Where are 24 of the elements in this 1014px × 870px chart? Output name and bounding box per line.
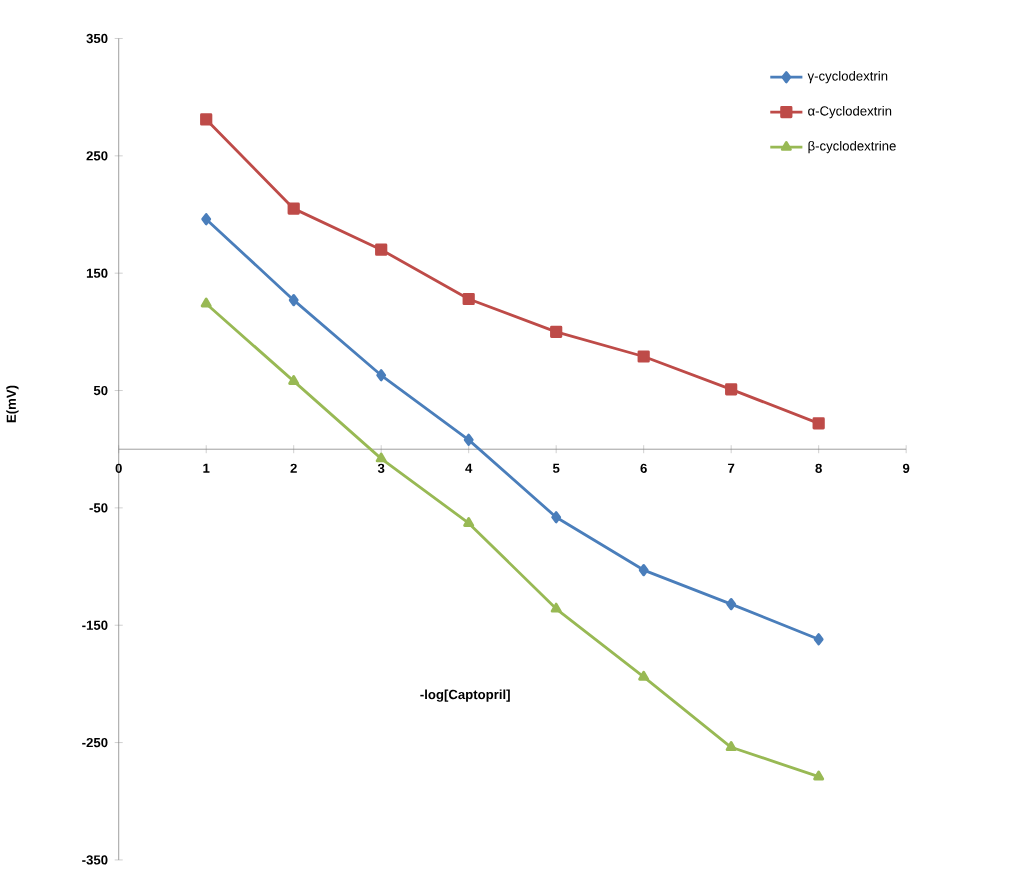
point: [550, 602, 562, 613]
point: [375, 243, 388, 256]
point: [288, 293, 299, 306]
point: [638, 563, 649, 576]
point: [812, 416, 825, 430]
point: [725, 382, 738, 396]
point: [376, 368, 387, 381]
point: [375, 452, 387, 462]
point: [813, 770, 825, 780]
point: [200, 297, 212, 308]
point: [200, 112, 213, 126]
point: [637, 349, 650, 363]
point: [725, 740, 737, 751]
point: [550, 325, 563, 338]
point: [463, 433, 474, 446]
point: [201, 212, 212, 225]
point: [551, 510, 562, 523]
point: [726, 597, 737, 610]
point: [287, 202, 300, 215]
point: [462, 292, 475, 305]
point: [638, 670, 650, 681]
point: [288, 374, 300, 385]
point: [813, 632, 824, 645]
point: [463, 516, 475, 527]
